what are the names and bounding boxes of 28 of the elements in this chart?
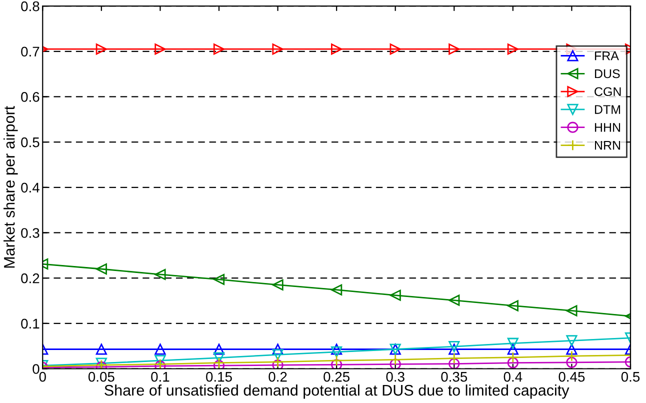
legend-label: HHN xyxy=(594,123,620,132)
x-tick-label: 0.3 xyxy=(386,372,404,382)
legend-label: FRA xyxy=(594,52,619,60)
legend-label: NRN xyxy=(594,141,620,150)
legend-label: DTM xyxy=(594,105,620,114)
y-tick-label: 0.3 xyxy=(21,228,40,238)
x-tick-label: 0.2 xyxy=(268,372,287,382)
legend-label: CGN xyxy=(594,87,621,96)
y-tick-label: 0.4 xyxy=(21,182,40,193)
x-axis-title: Share of unsatisfied demand potential at DUS due to limited capacity xyxy=(104,384,570,399)
x-tick-label: 0 xyxy=(39,372,46,382)
y-tick-label: 0 xyxy=(32,364,40,374)
y-tick-label: 0.7 xyxy=(21,46,40,57)
y-tick-label: 0.8 xyxy=(21,1,40,12)
y-tick-label: 0.1 xyxy=(21,318,40,329)
y-tick-label: 0.6 xyxy=(21,92,40,102)
x-tick-label: 0.35 xyxy=(441,372,468,382)
x-tick-label: 0.45 xyxy=(558,372,585,382)
x-tick-label: 0.1 xyxy=(151,372,170,382)
y-tick-label: 0.5 xyxy=(21,137,40,148)
y-tick-label: 0.2 xyxy=(21,273,40,284)
x-tick-label: 0.25 xyxy=(324,372,350,382)
x-tick-label: 0.05 xyxy=(88,372,114,382)
x-tick-label: 0.5 xyxy=(621,372,640,382)
y-axis-title: Market share per airport xyxy=(4,106,18,268)
legend-label: DUS xyxy=(594,69,620,78)
x-tick-label: 0.4 xyxy=(504,372,522,382)
x-tick-label: 0.15 xyxy=(206,372,232,382)
